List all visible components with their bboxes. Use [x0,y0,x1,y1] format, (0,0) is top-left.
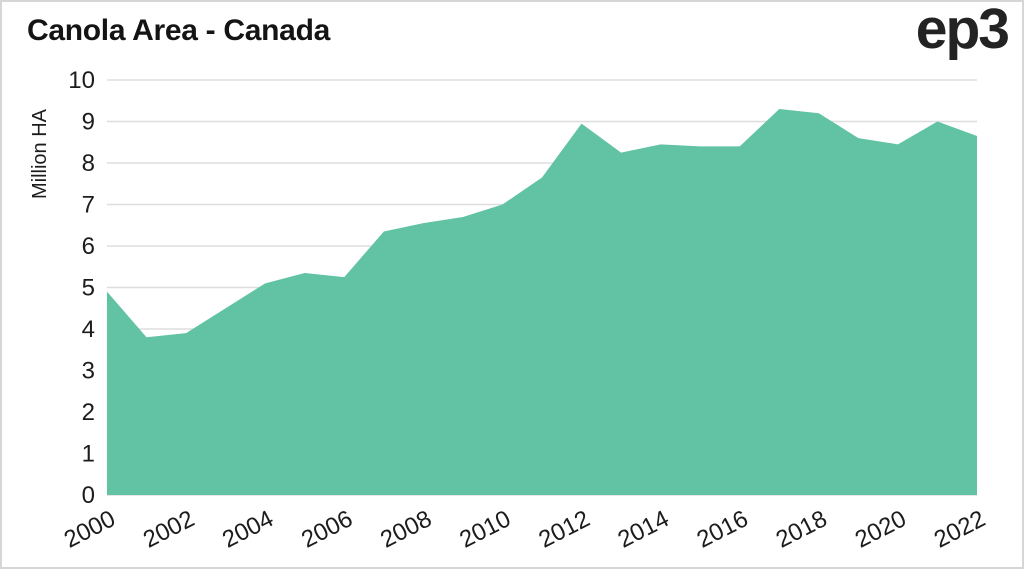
x-tick-label: 2020 [851,505,911,553]
y-tick-label: 2 [82,399,95,426]
y-axis-label: Million HA [29,108,51,199]
x-tick-label: 2006 [297,505,357,553]
x-tick-label: 2012 [534,505,594,553]
y-tick-label: 6 [82,233,95,260]
x-tick-label: 2016 [693,505,753,553]
y-tick-label: 9 [82,109,95,136]
area-series [107,109,977,496]
y-tick-label: 3 [82,358,95,385]
chart-title: Canola Area - Canada [27,14,330,47]
x-tick-label: 2004 [218,505,278,553]
y-tick-label: 7 [82,192,95,219]
ep3-logo: ep3 [915,0,1010,61]
y-tick-label: 0 [82,482,95,509]
x-axis-tick-labels: 2000 2002 2004 2006 2008 2010 2012 2014 2016 2018… [60,505,990,553]
y-tick-label: 4 [82,316,95,343]
x-tick-label: 2022 [930,505,990,553]
x-tick-label: 2002 [139,505,199,553]
y-tick-label: 5 [82,275,95,302]
x-tick-label: 2010 [455,505,515,553]
x-tick-label: 2018 [772,505,832,553]
x-tick-label: 2000 [60,505,120,553]
y-tick-label: 10 [68,67,95,94]
y-tick-label: 1 [82,441,95,468]
y-tick-label: 8 [82,150,95,177]
x-tick-label: 2014 [614,505,674,553]
x-tick-label: 2008 [376,505,436,553]
y-axis-tick-labels: 0 1 2 3 4 5 6 7 8 9 10 [68,67,95,509]
